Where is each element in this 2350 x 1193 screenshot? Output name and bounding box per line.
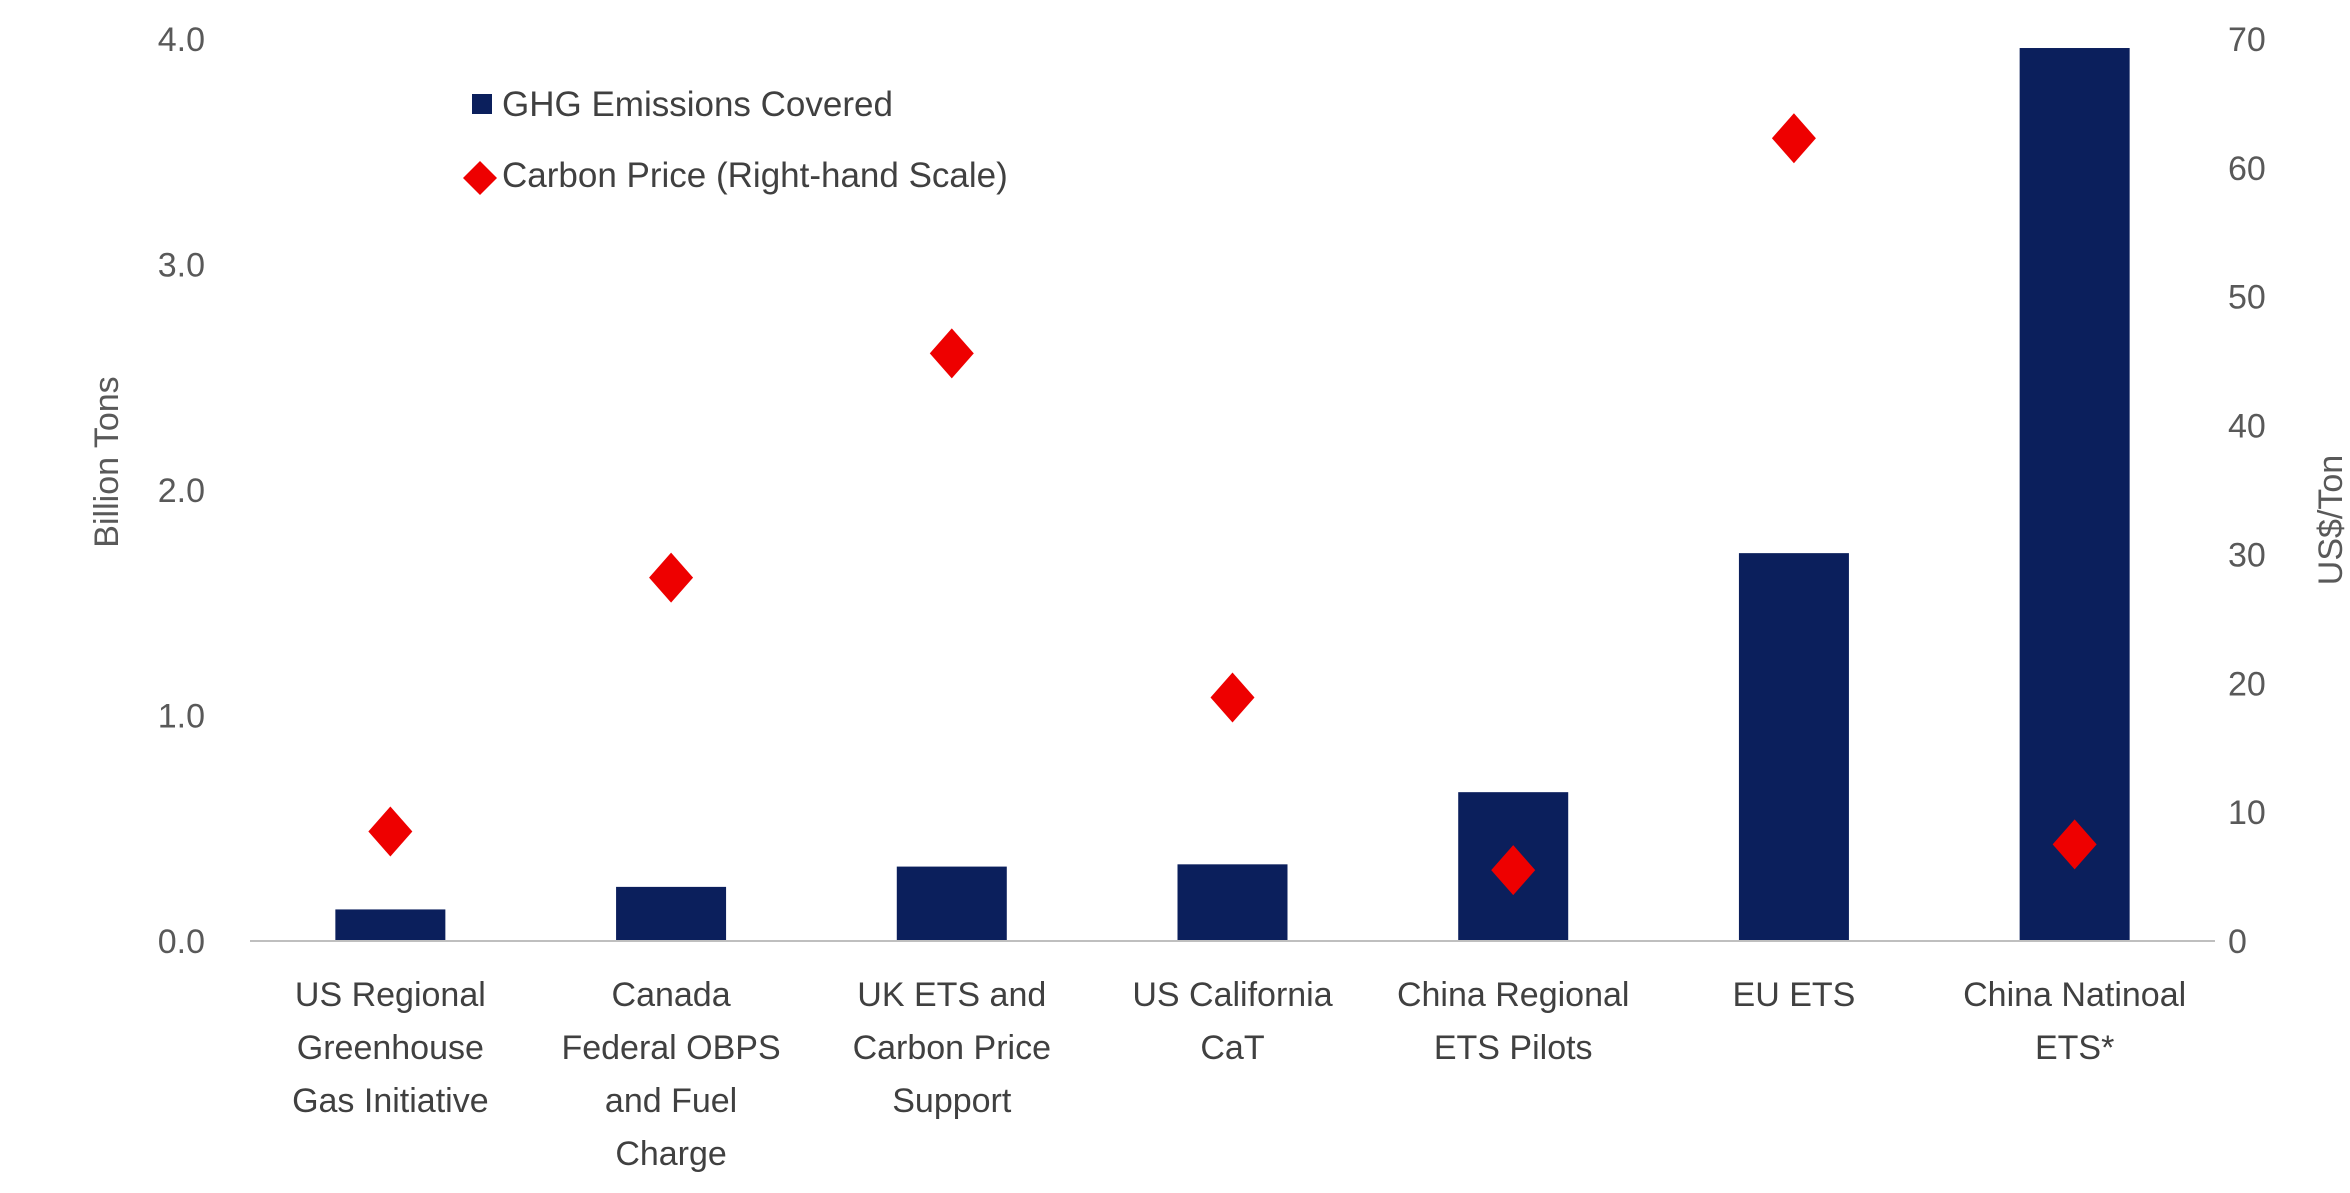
diamond-point [2052,819,2097,870]
bar [335,909,446,941]
category-label: Gas Initiative [292,1082,489,1120]
right-tick-label: 20 [2228,665,2266,703]
category-label: CaT [1200,1029,1264,1067]
category-label: EU ETS [1733,976,1856,1014]
diamond-point [368,806,413,857]
bar [1177,864,1288,941]
right-tick-label: 70 [2228,21,2266,59]
category-label: ETS* [2035,1029,2114,1067]
category-label: and Fuel [605,1082,737,1120]
legend-bar-label: GHG Emissions Covered [502,85,893,124]
category-label: China Natinoal [1963,976,2186,1014]
right-axis-title: US$/Ton [2312,455,2350,585]
legend-diamond-swatch [463,161,497,195]
category-label: Federal OBPS [561,1029,780,1067]
legend-bar-swatch [472,94,492,114]
category-label: China Regional [1397,976,1630,1014]
left-axis-title: Billion Tons [88,376,126,547]
category-label: US Regional [295,976,486,1014]
category-labels: US Regional Greenhouse Gas Initiative Canad… [292,976,2186,1173]
diamond-point [649,552,694,603]
category-label: UK ETS and [857,976,1046,1014]
category-label: Carbon Price [853,1029,1051,1067]
diamond-point [1771,113,1816,164]
category-label: Support [892,1082,1012,1120]
category-label: Canada [612,976,731,1014]
bar [616,886,727,941]
category-label: Charge [615,1135,727,1173]
left-tick-label: 0.0 [158,923,205,961]
legend: GHG Emissions Covered Carbon Price (Righ… [463,85,1008,195]
right-tick-label: 10 [2228,794,2266,832]
diamond-point [1491,845,1536,896]
right-tick-label: 50 [2228,279,2266,317]
left-tick-label: 4.0 [158,21,205,59]
right-tick-label: 0 [2228,923,2247,961]
bar [2019,48,2130,941]
category-label: Greenhouse [297,1029,484,1067]
right-tick-label: 60 [2228,150,2266,188]
left-tick-label: 3.0 [158,247,205,285]
right-tick-label: 40 [2228,408,2266,446]
diamond-point [929,328,974,379]
diamond-series [368,113,2097,896]
left-tick-label: 2.0 [158,472,205,510]
bar [896,866,1007,941]
right-tick-label: 30 [2228,536,2266,574]
right-axis-ticks: 0 10 20 30 40 50 60 70 [2228,21,2266,961]
bar [1738,553,1849,941]
category-label: ETS Pilots [1434,1029,1593,1067]
category-label: US California [1132,976,1332,1014]
left-tick-label: 1.0 [158,698,205,736]
diamond-point [1210,672,1255,723]
legend-diamond-label: Carbon Price (Right-hand Scale) [502,156,1008,195]
left-axis-ticks: 0.0 1.0 2.0 3.0 4.0 [158,21,205,961]
